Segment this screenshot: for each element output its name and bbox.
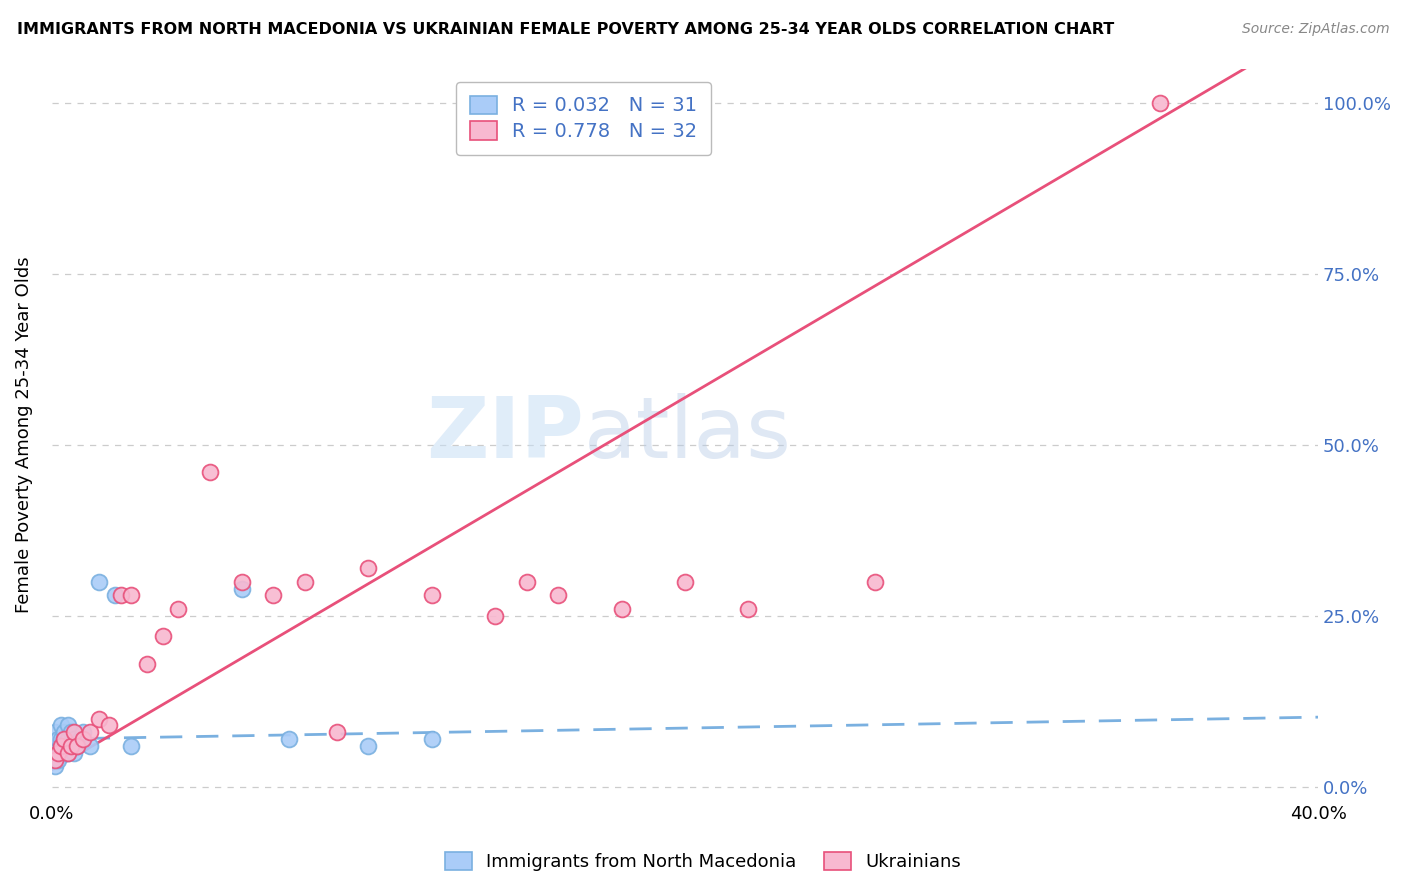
Point <box>63 732 86 747</box>
Point <box>547 588 569 602</box>
Point <box>516 574 538 589</box>
Point <box>294 574 316 589</box>
Legend: R = 0.032   N = 31, R = 0.778   N = 32: R = 0.032 N = 31, R = 0.778 N = 32 <box>456 82 711 155</box>
Point <box>357 739 380 753</box>
Point <box>420 732 443 747</box>
Point <box>79 725 101 739</box>
Point <box>120 588 142 602</box>
Point <box>51 739 73 753</box>
Point <box>56 732 79 747</box>
Point <box>66 739 89 753</box>
Point <box>420 588 443 602</box>
Point <box>51 718 73 732</box>
Point <box>46 739 69 753</box>
Point <box>46 753 69 767</box>
Point <box>44 746 66 760</box>
Point <box>120 739 142 753</box>
Text: atlas: atlas <box>583 393 792 476</box>
Point <box>89 574 111 589</box>
Point <box>59 725 82 739</box>
Point <box>72 725 94 739</box>
Point <box>231 574 253 589</box>
Point <box>51 732 73 747</box>
Point <box>673 574 696 589</box>
Point <box>198 465 221 479</box>
Point <box>152 629 174 643</box>
Point <box>53 732 76 747</box>
Point <box>51 746 73 760</box>
Text: Source: ZipAtlas.com: Source: ZipAtlas.com <box>1241 22 1389 37</box>
Point <box>167 602 190 616</box>
Point <box>97 718 120 732</box>
Point <box>59 739 82 753</box>
Point <box>610 602 633 616</box>
Point <box>56 746 79 760</box>
Point <box>278 732 301 747</box>
Text: IMMIGRANTS FROM NORTH MACEDONIA VS UKRAINIAN FEMALE POVERTY AMONG 25-34 YEAR OLD: IMMIGRANTS FROM NORTH MACEDONIA VS UKRAI… <box>17 22 1114 37</box>
Point <box>53 732 76 747</box>
Point <box>44 753 66 767</box>
Point <box>357 561 380 575</box>
Point <box>863 574 886 589</box>
Point <box>44 759 66 773</box>
Point <box>231 582 253 596</box>
Point <box>72 732 94 747</box>
Point <box>63 725 86 739</box>
Point <box>44 725 66 739</box>
Point <box>110 588 132 602</box>
Point <box>56 746 79 760</box>
Point <box>46 732 69 747</box>
Point <box>53 725 76 739</box>
Point <box>325 725 347 739</box>
Text: ZIP: ZIP <box>426 393 583 476</box>
Point <box>56 718 79 732</box>
Point <box>63 746 86 760</box>
Point <box>59 739 82 753</box>
Point <box>737 602 759 616</box>
Y-axis label: Female Poverty Among 25-34 Year Olds: Female Poverty Among 25-34 Year Olds <box>15 256 32 613</box>
Point <box>51 739 73 753</box>
Point <box>104 588 127 602</box>
Point <box>484 608 506 623</box>
Point <box>69 732 91 747</box>
Point <box>53 739 76 753</box>
Legend: Immigrants from North Macedonia, Ukrainians: Immigrants from North Macedonia, Ukraini… <box>437 846 969 879</box>
Point <box>46 746 69 760</box>
Point <box>79 739 101 753</box>
Point <box>1149 95 1171 110</box>
Point <box>89 712 111 726</box>
Point <box>66 739 89 753</box>
Point <box>135 657 157 671</box>
Point <box>262 588 284 602</box>
